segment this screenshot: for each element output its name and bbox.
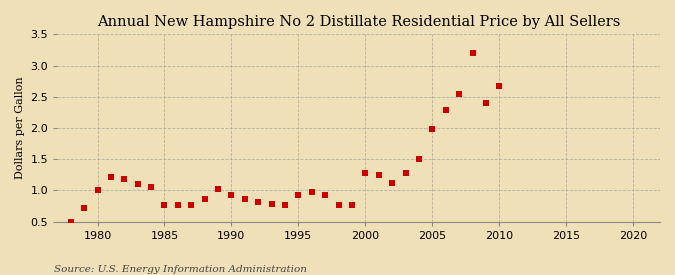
Point xyxy=(105,175,116,179)
Point xyxy=(346,203,357,207)
Text: Source: U.S. Energy Information Administration: Source: U.S. Energy Information Administ… xyxy=(54,265,307,274)
Y-axis label: Dollars per Gallon: Dollars per Gallon xyxy=(15,77,25,179)
Point xyxy=(213,186,223,191)
Point xyxy=(132,182,143,186)
Point xyxy=(159,203,170,207)
Point xyxy=(226,193,237,197)
Point xyxy=(92,188,103,193)
Point xyxy=(373,173,384,177)
Point xyxy=(240,196,250,201)
Point xyxy=(427,127,437,131)
Point xyxy=(119,177,130,182)
Point xyxy=(186,203,196,207)
Point xyxy=(199,196,210,201)
Point xyxy=(293,193,304,197)
Point xyxy=(79,206,90,210)
Point xyxy=(320,193,331,197)
Point xyxy=(65,219,76,224)
Point xyxy=(333,203,344,207)
Point xyxy=(454,92,464,96)
Point xyxy=(414,157,425,161)
Point xyxy=(467,51,478,55)
Point xyxy=(440,108,451,112)
Point xyxy=(253,200,264,204)
Point xyxy=(266,202,277,207)
Point xyxy=(494,84,505,88)
Point xyxy=(387,181,398,185)
Point xyxy=(173,203,184,207)
Point xyxy=(481,101,491,105)
Point xyxy=(400,171,411,175)
Point xyxy=(146,185,157,189)
Title: Annual New Hampshire No 2 Distillate Residential Price by All Sellers: Annual New Hampshire No 2 Distillate Res… xyxy=(97,15,620,29)
Point xyxy=(279,203,290,207)
Point xyxy=(360,171,371,175)
Point xyxy=(306,190,317,195)
